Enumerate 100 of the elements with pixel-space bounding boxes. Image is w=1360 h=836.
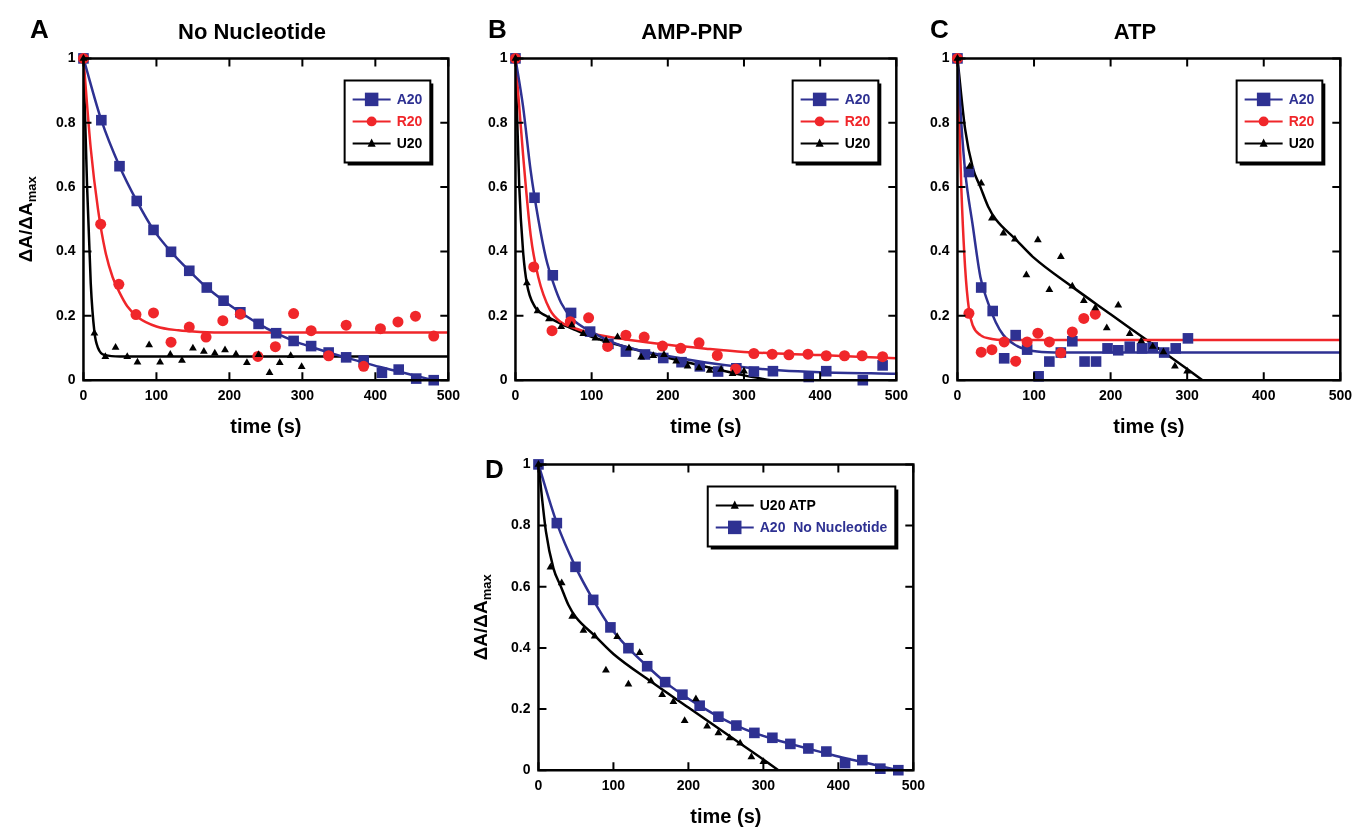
point	[1021, 336, 1033, 348]
y-tick-label: 0.6	[487, 177, 508, 194]
point	[656, 340, 668, 352]
point	[114, 160, 125, 172]
point	[711, 349, 723, 361]
point	[111, 342, 120, 350]
point	[963, 307, 975, 319]
point	[183, 265, 195, 277]
x-axis-title: time (s)	[690, 804, 762, 827]
x-tick-label: 500	[436, 387, 461, 404]
x-tick-label: 300	[751, 777, 776, 794]
point	[988, 213, 996, 221]
point	[1171, 361, 1179, 369]
y-tick-label: 0.8	[510, 516, 531, 533]
point	[1136, 343, 1148, 354]
x-tick-label: 400	[826, 777, 851, 794]
point	[376, 367, 388, 379]
chart-title: No Nucleotide	[178, 19, 326, 45]
y-tick-label: 0.6	[55, 177, 76, 194]
point	[269, 341, 281, 353]
point	[1148, 341, 1157, 349]
legend-label: R20	[396, 113, 423, 130]
y-tick-label: 0.8	[487, 113, 508, 130]
point	[987, 305, 998, 317]
x-tick-label: 100	[579, 387, 604, 404]
legend-label: R20	[1288, 113, 1315, 130]
point	[145, 340, 154, 348]
legend-label: U20	[396, 135, 423, 152]
y-axis-title: ΔA/ΔAmax	[470, 573, 494, 661]
point	[545, 314, 553, 322]
point	[221, 345, 229, 353]
x-tick-label: 0	[79, 387, 88, 404]
point	[275, 358, 284, 366]
point	[1044, 356, 1055, 367]
x-tick-label: 200	[676, 777, 701, 794]
point	[785, 738, 796, 750]
legend-label: U20	[1288, 135, 1315, 152]
point	[748, 366, 760, 377]
point	[839, 350, 851, 362]
point	[728, 369, 737, 377]
point	[1170, 343, 1181, 354]
point	[705, 366, 714, 373]
point	[857, 754, 868, 766]
point	[305, 325, 317, 337]
chart-title: ATP	[1113, 19, 1157, 45]
text: A	[30, 14, 49, 44]
point	[703, 721, 712, 729]
y-axis-title: ΔA/ΔAmax	[15, 175, 39, 263]
legend-label: U20 ATP	[759, 497, 816, 514]
point	[605, 622, 616, 633]
x-tick-label: 0	[534, 777, 543, 794]
point	[1124, 341, 1136, 353]
point	[374, 323, 386, 335]
y-tick-label: 0.4	[55, 242, 76, 259]
point	[1089, 308, 1101, 320]
point	[820, 350, 832, 362]
point	[649, 351, 658, 358]
x-axis-title: time (s)	[1113, 414, 1185, 437]
x-tick-label: 500	[884, 387, 909, 404]
point	[1125, 329, 1134, 337]
point	[130, 309, 142, 321]
y-tick-label: 0.2	[510, 699, 531, 716]
point	[546, 325, 558, 337]
point	[675, 342, 687, 354]
point	[288, 335, 299, 347]
point	[570, 561, 581, 573]
point	[323, 350, 335, 362]
x-tick-label: 200	[656, 387, 680, 404]
point	[297, 362, 306, 369]
chart-title: AMP-PNP	[641, 19, 743, 45]
y-tick-label: 0.6	[510, 577, 531, 594]
y-tick-label: 0.2	[929, 306, 950, 323]
x-tick-label: 300	[290, 387, 315, 404]
point	[660, 350, 668, 358]
legend-label: A20	[1288, 91, 1315, 108]
point	[802, 348, 814, 360]
y-tick-label: 0.8	[55, 113, 76, 130]
point	[714, 728, 723, 736]
x-tick-label: 300	[732, 387, 756, 404]
point	[95, 218, 107, 230]
point	[620, 329, 632, 341]
point	[393, 364, 404, 375]
x-tick-label: 100	[1022, 387, 1046, 404]
text: C	[930, 14, 949, 44]
point	[1033, 235, 1042, 243]
point	[579, 625, 588, 633]
y-tick-label: 0	[67, 371, 76, 388]
point	[625, 343, 633, 351]
point	[243, 358, 251, 366]
x-tick-label: 100	[144, 387, 169, 404]
point	[148, 224, 159, 236]
point	[638, 331, 650, 343]
point	[602, 336, 610, 343]
point	[623, 642, 634, 654]
point	[288, 308, 300, 320]
point	[692, 694, 700, 702]
legend-label: U20	[844, 135, 871, 152]
point	[392, 316, 404, 328]
point	[1078, 312, 1090, 324]
point	[522, 278, 531, 286]
